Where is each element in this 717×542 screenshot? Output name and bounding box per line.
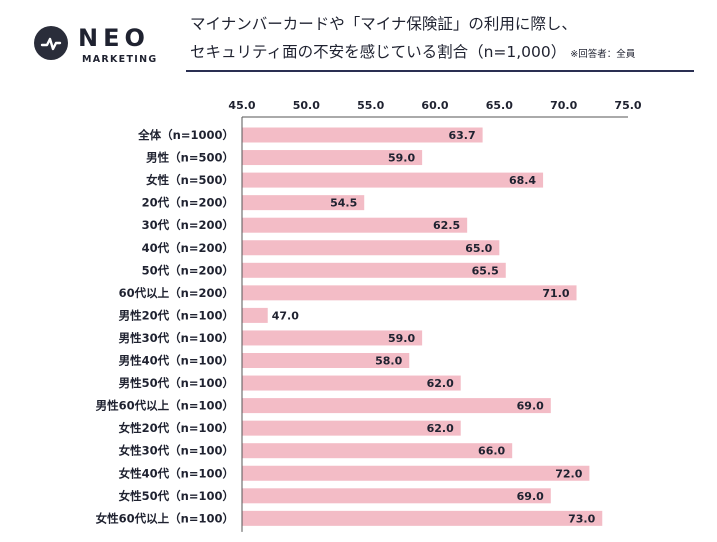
- pulse-logo-icon: [34, 26, 68, 60]
- x-tick-label: 65.0: [486, 99, 513, 112]
- bar: [242, 510, 603, 526]
- brand-logo: NEO MARKETING: [28, 22, 168, 72]
- category-label: 男性（n=500）: [146, 151, 234, 165]
- category-label: 女性40代（n=100）: [119, 466, 234, 480]
- bar: [242, 217, 468, 233]
- category-label: 女性20代（n=100）: [119, 421, 234, 435]
- bar: [242, 465, 590, 481]
- brand-sub: MARKETING: [82, 54, 158, 65]
- bar: [242, 262, 506, 278]
- category-label: 男性30代（n=100）: [119, 331, 234, 345]
- x-tick-label: 75.0: [614, 99, 641, 112]
- value-label: 68.4: [509, 174, 536, 187]
- bar: [242, 150, 423, 166]
- chart-title-line1: マイナンバーカードや「マイナ保険証」の利用に際し、: [190, 15, 577, 33]
- category-label: 20代（n=200）: [142, 196, 234, 210]
- value-label: 62.5: [433, 219, 460, 232]
- category-label: 男性60代以上（n=100）: [96, 399, 234, 413]
- value-label: 58.0: [375, 355, 402, 368]
- bar: [242, 420, 461, 436]
- category-label: 40代（n=200）: [142, 241, 234, 255]
- bar: [242, 285, 577, 301]
- category-label: 全体（n=1000）: [137, 128, 234, 142]
- bar: [242, 127, 483, 143]
- value-label: 71.0: [542, 287, 569, 300]
- bar: [242, 240, 500, 256]
- value-label: 72.0: [555, 467, 582, 480]
- value-label: 66.0: [478, 445, 505, 458]
- value-label: 54.5: [330, 197, 357, 210]
- value-label: 59.0: [388, 332, 415, 345]
- bar: [242, 330, 423, 346]
- value-label: 47.0: [272, 309, 299, 322]
- bar: [242, 307, 268, 323]
- category-label: 女性30代（n=100）: [119, 444, 234, 458]
- value-label: 62.0: [427, 377, 454, 390]
- category-label: 女性50代（n=100）: [119, 489, 234, 503]
- bar: [242, 353, 410, 368]
- value-label: 65.0: [465, 242, 492, 255]
- title-underline: [186, 70, 694, 72]
- value-label: 69.0: [517, 490, 544, 503]
- bar: [242, 443, 513, 459]
- category-label: 男性40代（n=100）: [119, 354, 234, 368]
- brand-name: NEO: [78, 24, 150, 52]
- bar: [242, 172, 544, 188]
- bar-chart: 45.0 50.0 55.0 60.0 65.0 70.0 75.0 全体（n=1000） 63…: [96, 99, 642, 532]
- category-label: 30代（n=200）: [142, 218, 234, 232]
- value-label: 65.5: [472, 264, 499, 277]
- chart-title-line2-text: セキュリティ面の不安を感じている割合（n=1,000）: [190, 43, 567, 61]
- respondent-note: ※回答者：全員: [570, 49, 636, 60]
- category-label: 女性（n=500）: [146, 173, 234, 187]
- category-label: 男性20代（n=100）: [119, 308, 234, 322]
- x-tick-label: 70.0: [550, 99, 577, 112]
- value-label: 73.0: [568, 512, 595, 525]
- x-tick-label: 45.0: [228, 99, 255, 112]
- bar: [242, 398, 551, 414]
- bar: [242, 488, 551, 504]
- value-label: 69.0: [517, 400, 544, 413]
- category-label: 60代以上（n=200）: [119, 286, 234, 300]
- bar: [242, 195, 365, 211]
- value-label: 63.7: [448, 129, 475, 142]
- x-tick-label: 55.0: [357, 99, 384, 112]
- chart-title-line2: セキュリティ面の不安を感じている割合（n=1,000） ※回答者：全員: [190, 42, 635, 65]
- category-label: 女性60代以上（n=100）: [96, 511, 234, 525]
- x-tick-label: 60.0: [421, 99, 448, 112]
- value-label: 62.0: [427, 422, 454, 435]
- category-label: 50代（n=200）: [142, 263, 234, 277]
- value-label: 59.0: [388, 152, 415, 165]
- header: NEO MARKETING マイナンバーカードや「マイナ保険証」の利用に際し、 …: [0, 0, 717, 80]
- category-label: 男性50代（n=100）: [119, 376, 234, 390]
- x-tick-label: 50.0: [293, 99, 320, 112]
- bar: [242, 375, 461, 391]
